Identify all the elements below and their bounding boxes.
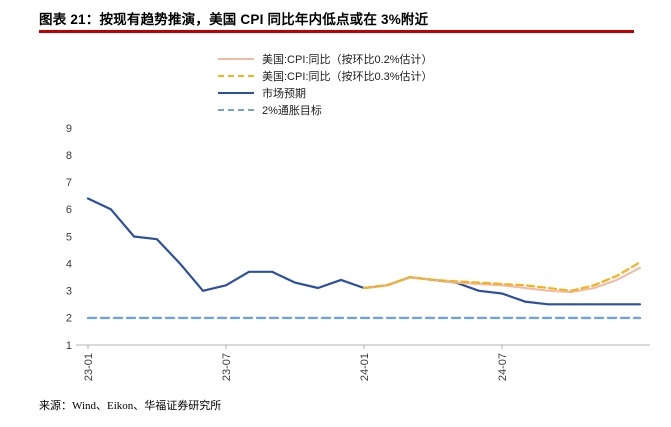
y-axis-labels: 1 2 3 4 5 6 7 8 9 xyxy=(66,123,72,352)
svg-text:8: 8 xyxy=(66,150,72,162)
svg-text:1: 1 xyxy=(66,340,72,352)
svg-text:2: 2 xyxy=(66,313,72,325)
x-axis-labels: 23-01 23-07 24-01 24-07 xyxy=(83,353,509,381)
legend-item: 美国:CPI:同比（按环比0.3%估计） xyxy=(218,67,433,84)
legend-item: 2%通胀目标 xyxy=(218,101,433,118)
svg-text:7: 7 xyxy=(66,177,72,189)
legend-line-swatch xyxy=(218,91,254,94)
figure-title: 图表 21：按现有趋势推演，美国 CPI 同比年内低点或在 3%附近 xyxy=(39,12,429,27)
svg-text:24-01: 24-01 xyxy=(359,353,371,381)
title-underline xyxy=(39,30,634,33)
svg-text:3: 3 xyxy=(66,286,72,298)
svg-text:24-07: 24-07 xyxy=(497,353,509,381)
svg-text:4: 4 xyxy=(66,258,72,270)
svg-text:6: 6 xyxy=(66,204,72,216)
svg-text:5: 5 xyxy=(66,231,72,243)
legend-line-swatch xyxy=(218,108,254,111)
svg-text:23-01: 23-01 xyxy=(83,353,95,381)
svg-text:23-07: 23-07 xyxy=(221,353,233,381)
series-cpi_03 xyxy=(362,261,642,292)
x-axis-ticks xyxy=(87,345,503,349)
source-note: 来源：Wind、Eikon、华福证券研究所 xyxy=(39,400,222,412)
legend-label: 市场预期 xyxy=(262,87,306,100)
legend-item: 市场预期 xyxy=(218,84,433,101)
cpi-line-chart: 1 2 3 4 5 6 7 8 9 23-01 23-07 24-01 24-07 xyxy=(66,123,650,381)
legend-line-swatch xyxy=(218,57,254,60)
svg-text:9: 9 xyxy=(66,123,72,135)
legend-line-swatch xyxy=(218,74,254,77)
legend-label: 美国:CPI:同比（按环比0.3%估计） xyxy=(262,70,433,83)
chart-legend: 美国:CPI:同比（按环比0.2%估计） 美国:CPI:同比（按环比0.3%估计）… xyxy=(218,50,433,118)
legend-item: 美国:CPI:同比（按环比0.2%估计） xyxy=(218,50,433,67)
legend-label: 2%通胀目标 xyxy=(262,104,322,117)
legend-label: 美国:CPI:同比（按环比0.2%估计） xyxy=(262,53,433,66)
